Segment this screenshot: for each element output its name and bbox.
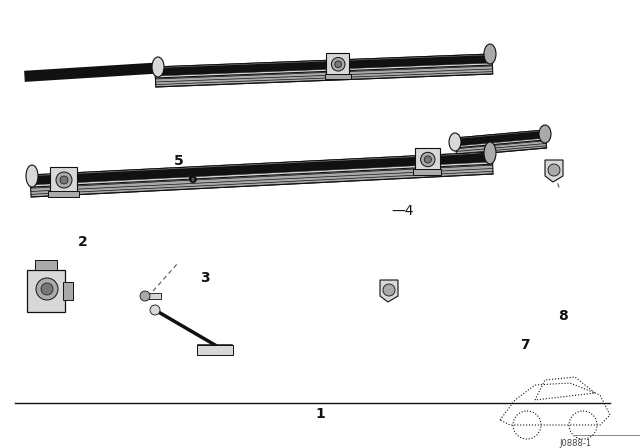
Polygon shape [415,148,440,171]
Polygon shape [30,152,493,187]
Bar [197,345,233,355]
Circle shape [41,283,53,295]
Polygon shape [155,54,493,87]
Polygon shape [455,131,546,146]
Ellipse shape [539,125,551,143]
Text: 5: 5 [174,154,184,168]
Polygon shape [455,130,547,156]
Circle shape [383,284,395,296]
Polygon shape [63,282,73,300]
Circle shape [56,172,72,188]
Polygon shape [48,191,79,197]
Text: 6: 6 [187,172,197,186]
Polygon shape [155,55,492,76]
Polygon shape [35,260,57,270]
Text: 1: 1 [315,407,325,422]
Circle shape [36,278,58,300]
Bar [145,293,161,299]
Text: 2: 2 [78,235,88,249]
Polygon shape [50,167,77,193]
Circle shape [332,57,345,71]
Circle shape [335,61,342,68]
Ellipse shape [152,57,164,77]
Polygon shape [324,73,351,79]
Ellipse shape [26,165,38,187]
Text: 8: 8 [558,309,568,323]
Polygon shape [380,280,398,302]
Circle shape [424,156,431,163]
Polygon shape [155,54,492,78]
Polygon shape [326,53,349,75]
Polygon shape [413,169,442,175]
Text: 7: 7 [520,338,530,352]
Text: 3: 3 [200,271,210,285]
Polygon shape [30,153,493,185]
Polygon shape [455,130,546,148]
Circle shape [60,176,68,184]
Polygon shape [30,152,493,197]
Circle shape [150,305,160,315]
Circle shape [140,291,150,301]
Ellipse shape [484,142,496,164]
Ellipse shape [484,44,496,64]
Circle shape [548,164,560,176]
Ellipse shape [449,133,461,151]
Polygon shape [27,270,65,312]
Text: —4: —4 [391,203,413,218]
Circle shape [420,152,435,167]
Polygon shape [545,160,563,182]
Text: J0888-1: J0888-1 [559,439,591,448]
